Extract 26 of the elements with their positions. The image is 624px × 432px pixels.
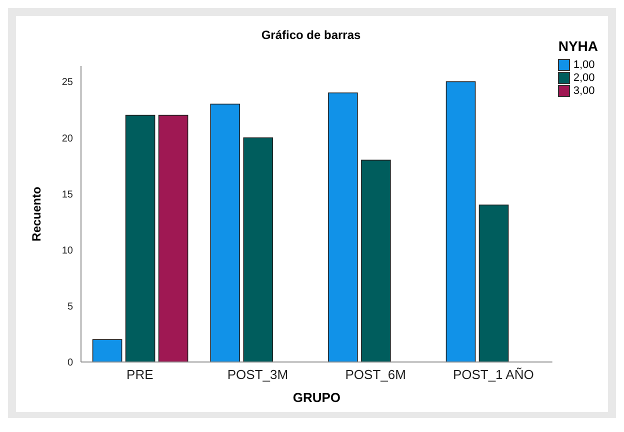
x-tick-label: POST_6M — [345, 367, 406, 382]
y-tick-label: 15 — [62, 189, 74, 200]
y-axis-title: Recuento — [29, 186, 44, 242]
bar — [158, 114, 188, 362]
y-tick-label: 10 — [62, 245, 74, 256]
legend-label: 3,00 — [572, 84, 596, 97]
x-axis-title: GRUPO — [292, 390, 340, 405]
x-tick-label: PRE — [126, 367, 154, 382]
y-tick-label: 20 — [62, 133, 74, 144]
bar — [478, 204, 509, 362]
bar — [210, 104, 240, 362]
y-tick-label: 0 — [67, 358, 74, 369]
y-tick-label: 5 — [67, 301, 74, 312]
legend-label: 1,00 — [572, 58, 596, 71]
legend-title: NYHA — [558, 38, 598, 54]
y-tick-label: 25 — [62, 77, 74, 88]
bar — [92, 339, 122, 362]
x-tick-label: POST_3M — [227, 367, 288, 382]
legend-label: 2,00 — [572, 71, 596, 84]
bar — [243, 137, 274, 362]
bar — [446, 81, 476, 362]
chart-title: Gráfico de barras — [260, 28, 362, 42]
bar — [361, 160, 391, 362]
bar — [125, 114, 156, 362]
x-tick-label: POST_1 AÑO — [452, 367, 534, 382]
bar — [328, 92, 358, 362]
